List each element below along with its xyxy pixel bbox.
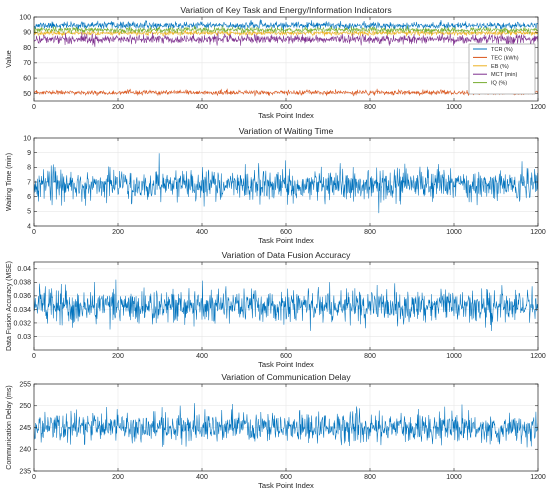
x-tick-label: 0 bbox=[32, 353, 36, 360]
y-tick-label: 235 bbox=[19, 468, 31, 475]
y-tick-label: 0.038 bbox=[13, 280, 31, 287]
legend-box bbox=[468, 43, 536, 95]
y-tick-label: 9 bbox=[27, 150, 31, 157]
y-tick-label: 90 bbox=[23, 30, 31, 37]
x-tick-label: 1000 bbox=[446, 229, 462, 236]
x-axis-label: Task Point Index bbox=[258, 236, 314, 245]
x-tick-label: 400 bbox=[196, 104, 208, 111]
series-line-1 bbox=[34, 279, 538, 331]
legend-entry: IQ (%) bbox=[491, 81, 507, 87]
series-line-4 bbox=[34, 31, 538, 47]
y-tick-label: 0.034 bbox=[13, 307, 31, 314]
y-tick-label: 50 bbox=[23, 91, 31, 98]
y-tick-label: 0.032 bbox=[13, 320, 31, 327]
y-tick-label: 0.036 bbox=[13, 293, 31, 300]
y-tick-label: 80 bbox=[23, 45, 31, 52]
y-tick-label: 245 bbox=[19, 425, 31, 432]
series-line-2 bbox=[34, 88, 538, 97]
y-tick-label: 0.04 bbox=[17, 266, 31, 273]
legend-entry: EB (%) bbox=[491, 64, 509, 70]
x-tick-label: 1000 bbox=[446, 353, 462, 360]
chart-title: Variation of Data Fusion Accuracy bbox=[222, 250, 352, 260]
y-tick-label: 255 bbox=[19, 381, 31, 388]
chart-title: Variation of Communication Delay bbox=[221, 372, 351, 382]
chart-panel-2: 0 200 400 600 800 1000 1200 4 5 6 7 8 9 10 Variation o… bbox=[6, 126, 546, 245]
y-axis-label: Communication Delay (ms) bbox=[6, 385, 13, 469]
y-tick-label: 70 bbox=[23, 60, 31, 67]
series-line-5 bbox=[34, 25, 538, 35]
y-tick-label: 10 bbox=[23, 135, 31, 142]
y-tick-label: 7 bbox=[27, 179, 31, 186]
series-group bbox=[34, 279, 538, 331]
x-tick-label: 600 bbox=[280, 229, 292, 236]
x-tick-label: 1000 bbox=[446, 474, 462, 481]
series-group bbox=[34, 153, 538, 214]
chart-panel-4: 0 200 400 600 800 1000 1200 235 240 245 250 255 Vari… bbox=[6, 372, 546, 490]
y-tick-label: 240 bbox=[19, 447, 31, 454]
y-axis-label: Value bbox=[6, 50, 13, 67]
y-tick-label: 6 bbox=[27, 194, 31, 201]
x-tick-label: 200 bbox=[112, 229, 124, 236]
y-axis-label: Data Fusion Accuracy (MSE) bbox=[6, 261, 13, 351]
legend: TCR (%) TEC (kWh) EB (%) MCT (min) IQ (%) bbox=[468, 43, 536, 95]
x-tick-label: 200 bbox=[112, 474, 124, 481]
y-tick-label: 60 bbox=[23, 75, 31, 82]
x-tick-label: 0 bbox=[32, 229, 36, 236]
series-line-3 bbox=[34, 29, 538, 37]
x-tick-label: 1000 bbox=[446, 104, 462, 111]
series-group bbox=[34, 403, 538, 448]
legend-entry: TEC (kWh) bbox=[491, 55, 519, 61]
x-axis-label: Task Point Index bbox=[258, 360, 314, 369]
x-tick-label: 200 bbox=[112, 104, 124, 111]
y-tick-label: 100 bbox=[19, 14, 31, 21]
x-tick-label: 600 bbox=[280, 104, 292, 111]
x-axis-label: Task Point Index bbox=[258, 481, 314, 490]
chart-panel-1: 0 200 400 600 800 1000 1200 50 60 70 80 90 100 Variat… bbox=[6, 5, 546, 120]
x-tick-label: 600 bbox=[280, 353, 292, 360]
x-tick-label: 1200 bbox=[530, 104, 546, 111]
series-line-1 bbox=[34, 403, 538, 448]
x-tick-label: 1200 bbox=[530, 229, 546, 236]
x-tick-label: 400 bbox=[196, 474, 208, 481]
chart-panel-3: 0 200 400 600 800 1000 1200 0.03 0.032 0.034 0.036… bbox=[6, 250, 546, 369]
y-axis-label: Waiting Time (min) bbox=[6, 153, 13, 211]
chart-title: Variation of Key Task and Energy/Informa… bbox=[180, 5, 391, 15]
x-tick-label: 800 bbox=[364, 229, 376, 236]
x-tick-label: 1200 bbox=[530, 353, 546, 360]
y-tick-label: 250 bbox=[19, 403, 31, 410]
chart-title: Variation of Waiting Time bbox=[239, 126, 334, 136]
x-tick-label: 0 bbox=[32, 474, 36, 481]
y-tick-label: 8 bbox=[27, 165, 31, 172]
x-tick-label: 600 bbox=[280, 474, 292, 481]
x-tick-label: 800 bbox=[364, 104, 376, 111]
x-tick-label: 800 bbox=[364, 353, 376, 360]
x-tick-label: 800 bbox=[364, 474, 376, 481]
x-tick-label: 400 bbox=[196, 353, 208, 360]
series-group bbox=[34, 19, 538, 97]
series-line-1 bbox=[34, 19, 538, 32]
legend-entry: MCT (min) bbox=[491, 72, 517, 78]
x-tick-label: 400 bbox=[196, 229, 208, 236]
y-tick-label: 0.03 bbox=[17, 334, 31, 341]
y-tick-label: 4 bbox=[27, 223, 31, 230]
x-tick-label: 0 bbox=[32, 104, 36, 111]
x-tick-label: 200 bbox=[112, 353, 124, 360]
y-tick-label: 5 bbox=[27, 209, 31, 216]
x-tick-label: 1200 bbox=[530, 474, 546, 481]
series-line-1 bbox=[34, 153, 538, 214]
x-axis-label: Task Point Index bbox=[258, 111, 314, 120]
legend-entry: TCR (%) bbox=[491, 47, 513, 53]
